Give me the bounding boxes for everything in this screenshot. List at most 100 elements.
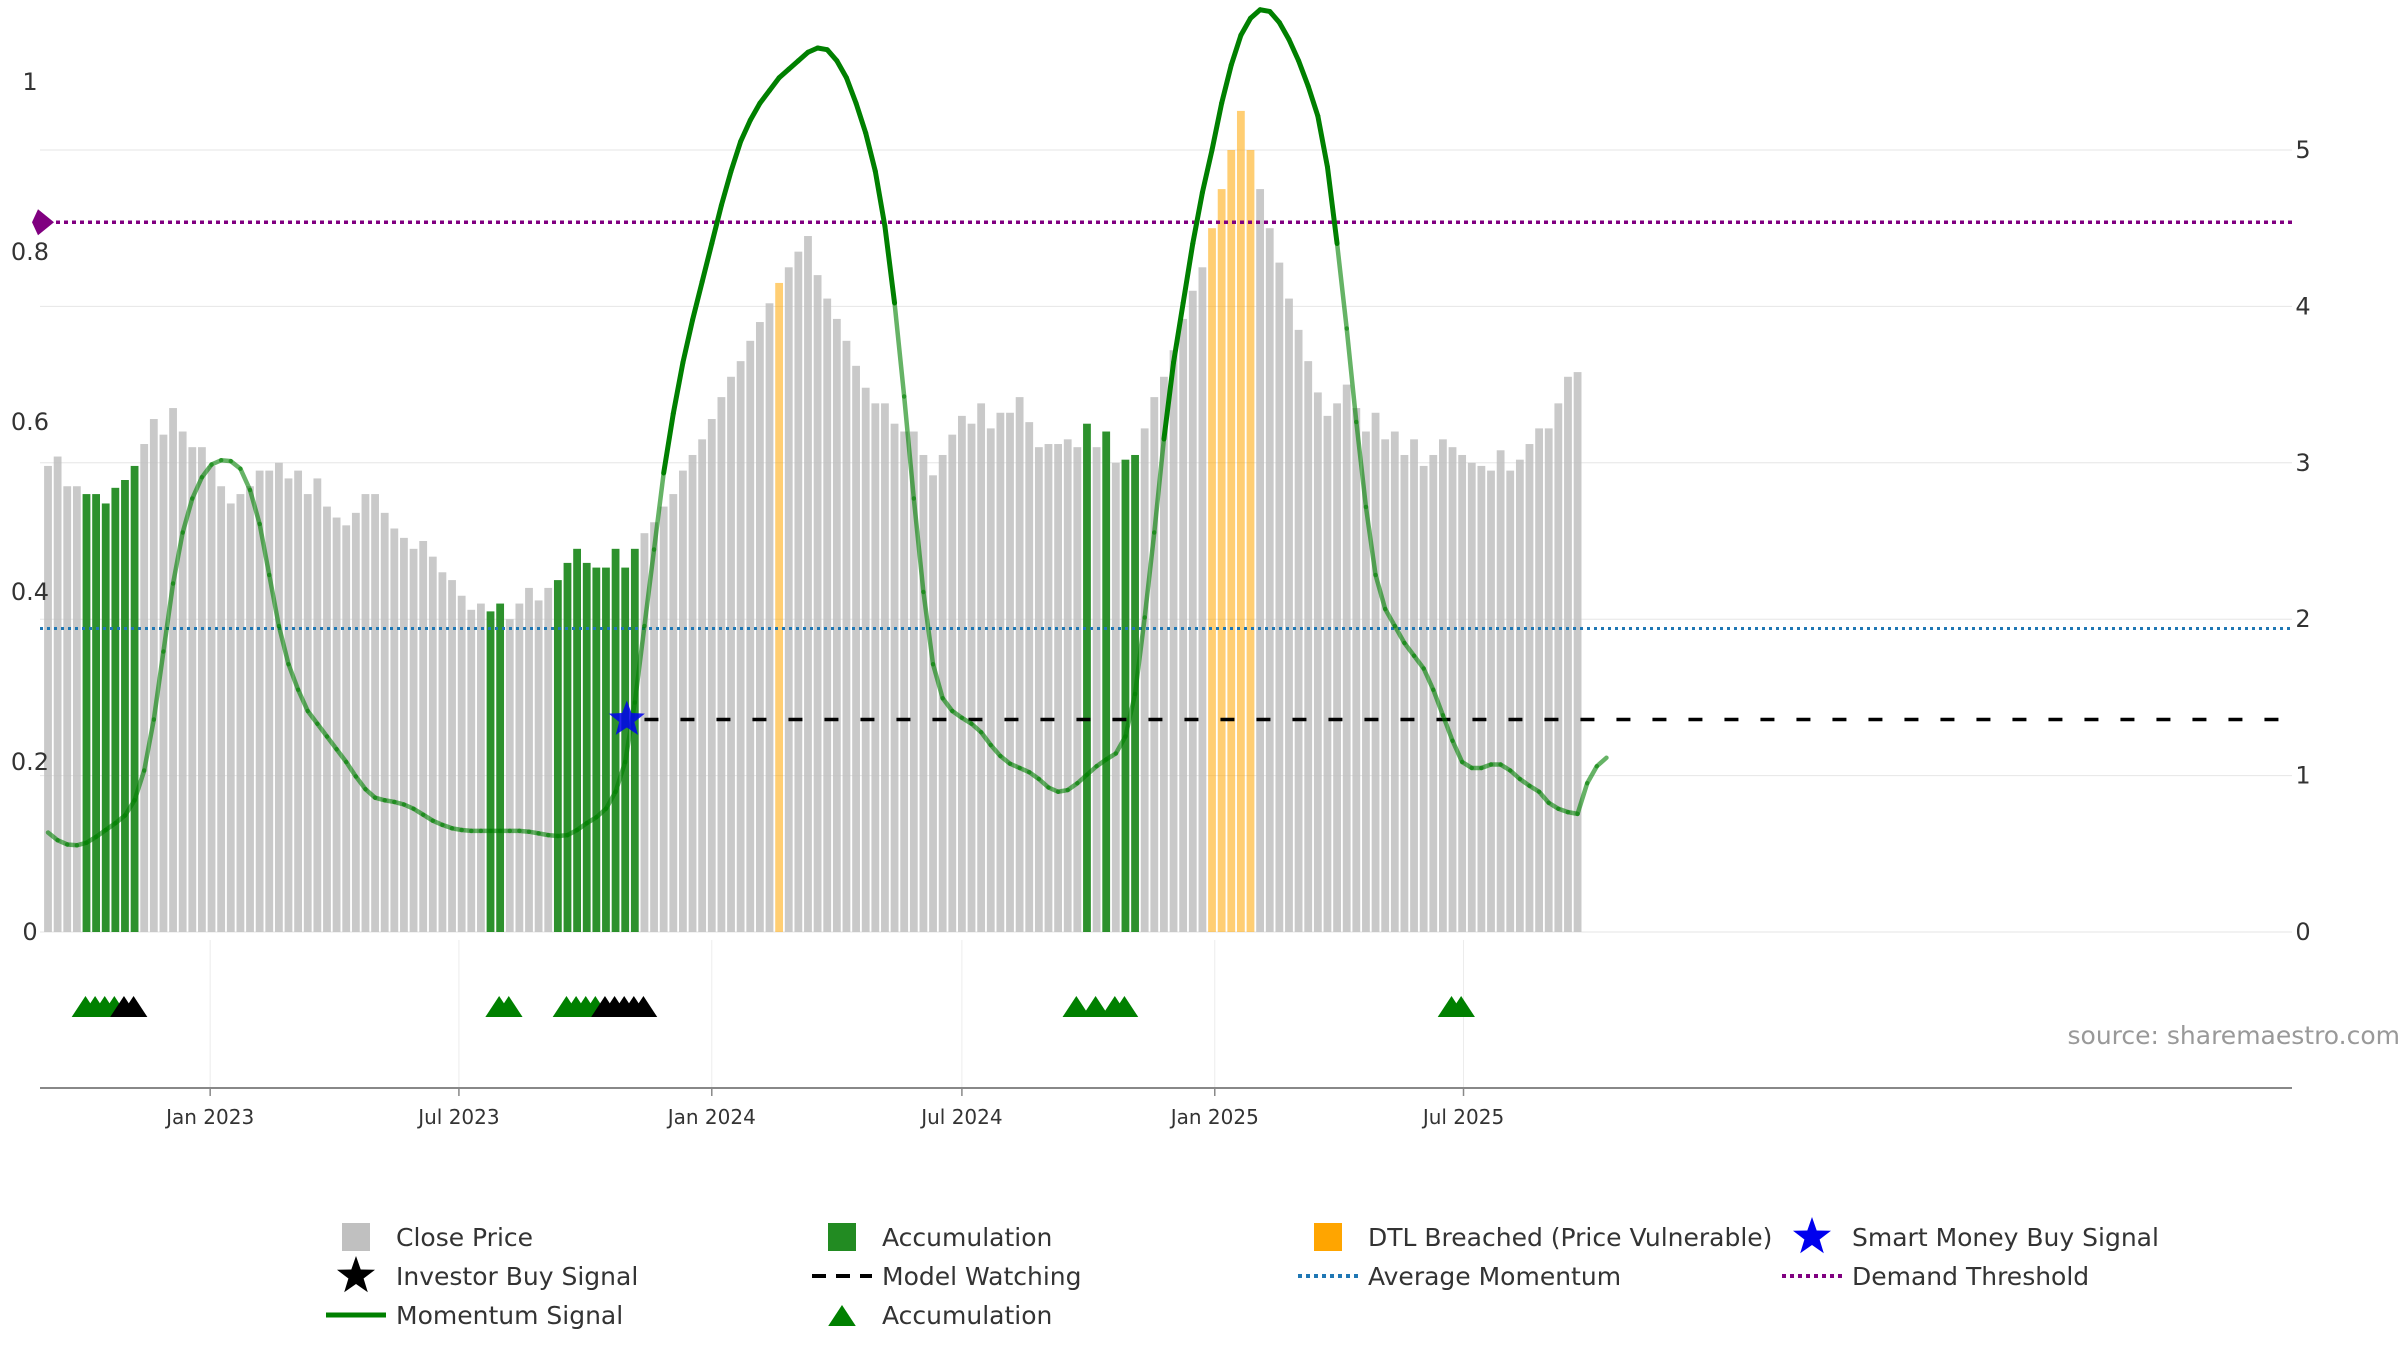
close-price-bar (44, 466, 52, 932)
momentum-segment (741, 120, 751, 141)
momentum-segment (1279, 23, 1289, 40)
dtl-breached-bar (1218, 189, 1226, 932)
close-price-bar (419, 541, 427, 932)
close-price-bar (1199, 267, 1207, 932)
close-price-bar (766, 303, 774, 932)
right-axis-tick-label: 5 (2295, 136, 2310, 164)
close-price-bar (362, 494, 370, 932)
close-price-bar (217, 486, 225, 932)
momentum-segment (885, 227, 895, 304)
close-price-bar (1458, 455, 1466, 932)
right-axis-tick-label: 3 (2295, 449, 2310, 477)
left-axis-tick-label: 1 (22, 68, 37, 96)
close-price-bar (390, 528, 398, 932)
close-price-bar (1189, 291, 1197, 932)
close-price-bar (1391, 432, 1399, 932)
accumulation-bar (111, 488, 119, 932)
close-price-bar (1420, 466, 1428, 932)
close-price-bar (1343, 385, 1351, 932)
close-price-bar (1275, 263, 1283, 932)
close-price-bar (506, 619, 514, 932)
close-price-bar (1574, 372, 1582, 932)
close-price-bar (1112, 463, 1120, 932)
close-price-bar (1324, 416, 1332, 932)
momentum-segment (750, 103, 760, 120)
accumulation-bar (564, 563, 572, 932)
close-price-bar (1381, 439, 1389, 932)
right-axis-tick-label: 0 (2295, 918, 2310, 946)
price-bars (44, 111, 1581, 932)
close-price-bar (977, 403, 985, 932)
close-price-bar (1304, 361, 1312, 932)
close-price-bar (140, 444, 148, 932)
close-price-bar (1093, 447, 1101, 932)
momentum-segment (875, 171, 885, 226)
close-price-bar (1545, 428, 1553, 932)
close-price-bar (871, 403, 879, 932)
close-price-bar (294, 471, 302, 932)
close-price-bar (458, 596, 466, 932)
legend-label: Average Momentum (1368, 1262, 1621, 1291)
close-price-bar (1285, 299, 1293, 932)
close-price-bar (1372, 413, 1380, 932)
close-price-bar (150, 419, 158, 932)
momentum-segment (1327, 167, 1337, 244)
legend-symbol-square (342, 1223, 370, 1251)
close-price-bar (515, 604, 523, 932)
momentum-segment (1202, 150, 1212, 193)
close-price-bar (525, 588, 533, 932)
accumulation-bar (1122, 460, 1130, 932)
close-price-bar (63, 486, 71, 932)
accumulation-bar (496, 604, 504, 932)
demand-threshold-marker (32, 209, 54, 235)
close-price-bar (1439, 439, 1447, 932)
close-price-bar (477, 604, 485, 932)
momentum-segment (1308, 86, 1318, 116)
close-price-bar (1073, 447, 1081, 932)
close-price-bar (1179, 319, 1187, 932)
legend-label: Accumulation (882, 1301, 1052, 1330)
close-price-bar (737, 361, 745, 932)
close-price-bar (429, 557, 437, 932)
dtl-breached-bar (1208, 228, 1216, 932)
close-price-bar (237, 494, 245, 932)
close-price-bar (814, 275, 822, 932)
close-price-bar (227, 503, 235, 932)
momentum-segment (1587, 766, 1597, 783)
close-price-bar (410, 549, 418, 932)
close-price-bar (1141, 428, 1149, 932)
close-price-bar (1410, 439, 1418, 932)
left-axis-tick-label: 0.2 (11, 748, 49, 776)
close-price-bar (467, 610, 475, 932)
close-price-bar (669, 494, 677, 932)
accumulation-bar (121, 480, 129, 932)
close-price-bar (188, 447, 196, 932)
close-price-bar (1064, 439, 1072, 932)
x-axis-tick-label: Jan 2023 (164, 1105, 254, 1129)
legend-symbol-square (828, 1223, 856, 1251)
left-axis-tick-label: 0 (22, 918, 37, 946)
momentum-segment (1241, 18, 1251, 35)
momentum-segment (1337, 244, 1347, 329)
legend-label: Close Price (396, 1223, 533, 1252)
legend-label: Model Watching (882, 1262, 1082, 1291)
close-price-bar (246, 486, 254, 932)
momentum-segment (731, 142, 741, 172)
momentum-segment (712, 205, 722, 243)
momentum-segment (664, 414, 674, 474)
accumulation-bar (92, 494, 100, 932)
close-price-bar (708, 419, 716, 932)
accumulation-bar (602, 568, 610, 932)
legend-symbol-star (337, 1256, 375, 1292)
close-price-bar (948, 435, 956, 932)
close-price-bar (794, 252, 802, 932)
momentum-segment (702, 244, 712, 282)
close-price-bar (968, 424, 976, 932)
close-price-bar (1025, 422, 1033, 932)
close-price-bar (833, 319, 841, 932)
close-price-bar (1526, 444, 1534, 932)
accumulation-bar (583, 563, 591, 932)
close-price-bar (169, 408, 177, 932)
